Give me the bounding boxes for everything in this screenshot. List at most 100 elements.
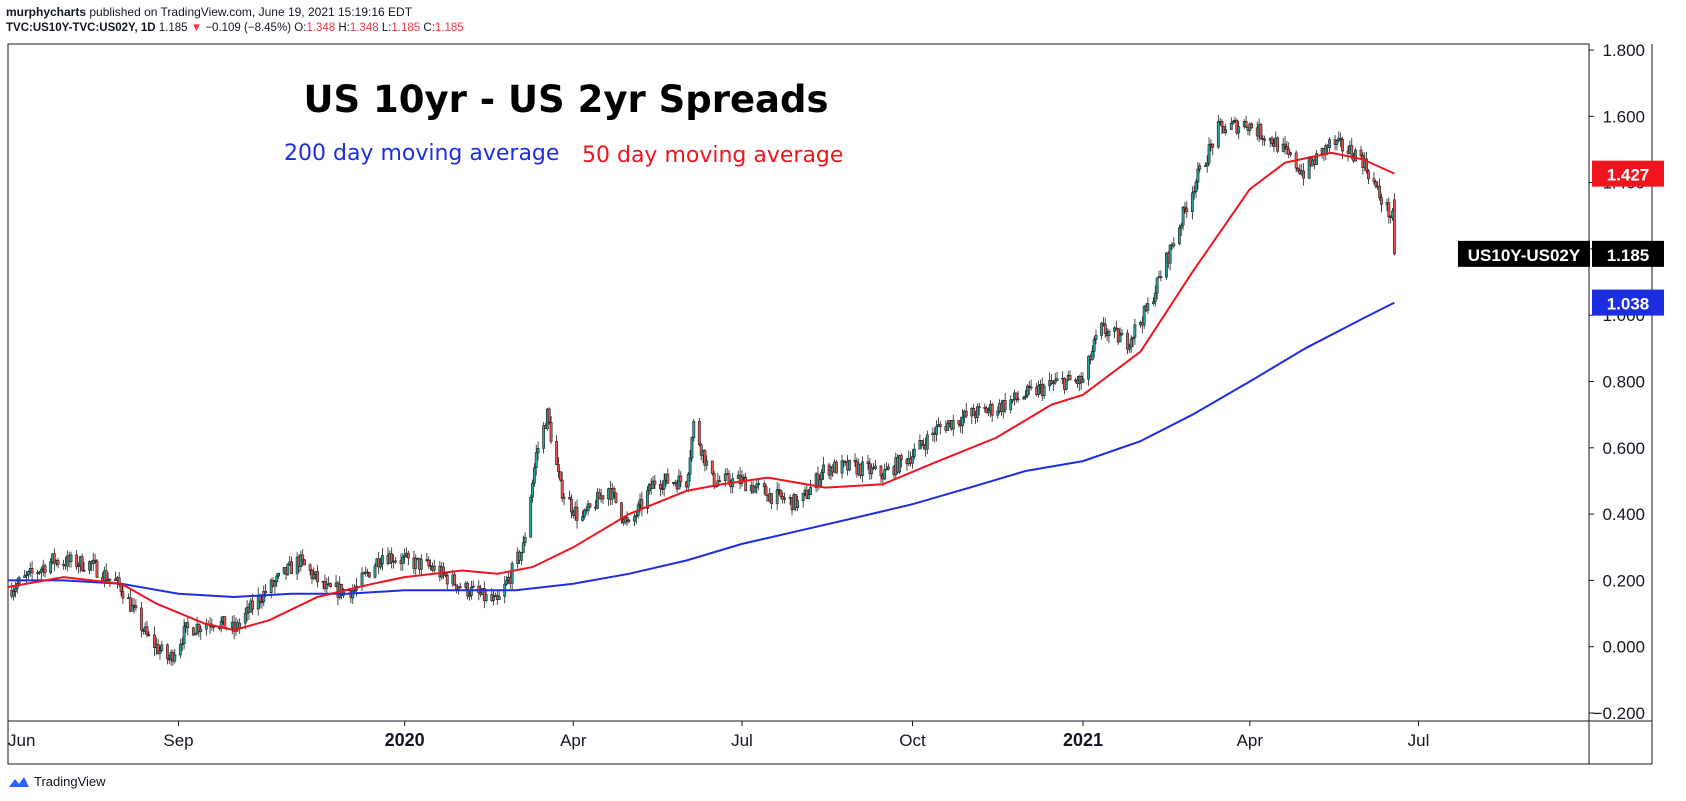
x-tick-label: Oct bbox=[899, 731, 926, 750]
candle-body bbox=[104, 570, 108, 581]
candle-body bbox=[432, 565, 436, 571]
candle-body bbox=[601, 495, 605, 500]
candle-body bbox=[329, 583, 332, 588]
candle-body bbox=[368, 572, 371, 578]
candle-body bbox=[182, 626, 186, 645]
candle-body bbox=[1259, 124, 1263, 139]
candle-body bbox=[848, 459, 851, 471]
candle-body bbox=[796, 500, 799, 508]
candle-body bbox=[49, 561, 53, 574]
candle-body bbox=[957, 420, 961, 425]
candle-body bbox=[353, 589, 356, 592]
candle-body bbox=[468, 595, 471, 597]
candle-body bbox=[1165, 252, 1168, 278]
candle-body bbox=[581, 516, 584, 521]
candle-body bbox=[1365, 158, 1368, 172]
candle-body bbox=[75, 554, 78, 568]
candle-body bbox=[753, 486, 757, 493]
candle-body bbox=[377, 558, 381, 568]
candle-body bbox=[219, 621, 223, 629]
tradingview-footer[interactable]: TradingView bbox=[8, 774, 106, 789]
candle-body bbox=[1207, 144, 1211, 164]
candle-body bbox=[775, 489, 779, 504]
candle-body bbox=[762, 483, 766, 488]
candle-body bbox=[692, 420, 696, 439]
candle-body bbox=[534, 452, 538, 468]
price-label-value: 1.185 bbox=[1607, 246, 1650, 265]
candle-body bbox=[1328, 139, 1331, 149]
candle-body bbox=[520, 552, 523, 561]
candle-body bbox=[1172, 243, 1176, 247]
candle-body bbox=[885, 468, 888, 471]
candle-body bbox=[996, 410, 1000, 416]
time-axis[interactable]: Jun Sep 2020 Apr Jul Oct 2021 Apr Jul bbox=[7, 721, 1430, 750]
candle-body bbox=[1372, 178, 1376, 183]
candle-body bbox=[316, 571, 319, 583]
open-label: O: bbox=[294, 22, 307, 34]
candle-body bbox=[770, 493, 774, 504]
candle-body bbox=[25, 574, 28, 577]
candle-body bbox=[69, 554, 73, 563]
legend-ma200: 200 day moving average bbox=[284, 141, 559, 166]
candle-body bbox=[299, 554, 303, 567]
candle-body bbox=[275, 575, 279, 582]
author-name[interactable]: murphycharts bbox=[6, 5, 87, 19]
last-price: 1.185 bbox=[158, 22, 188, 34]
candle-body bbox=[975, 406, 979, 418]
candle-body bbox=[56, 560, 60, 565]
candle-body bbox=[964, 410, 968, 417]
candle-body bbox=[677, 475, 681, 490]
candle-body bbox=[1022, 397, 1026, 400]
y-tick-label: 0.600 bbox=[1602, 439, 1645, 458]
x-tick-label: Jul bbox=[1408, 731, 1430, 750]
plot-area[interactable] bbox=[7, 43, 1590, 765]
candle-body bbox=[43, 565, 47, 574]
candle-body bbox=[1055, 378, 1059, 381]
candle-body bbox=[1016, 398, 1020, 401]
candle-body bbox=[1024, 395, 1027, 398]
x-tick-label: Jun bbox=[8, 731, 35, 750]
candle-body bbox=[510, 563, 514, 584]
candle-body bbox=[180, 643, 184, 646]
candle-body bbox=[801, 492, 805, 501]
candle-body bbox=[883, 469, 887, 480]
candle-body bbox=[653, 480, 657, 485]
candle-body bbox=[946, 423, 950, 431]
price-label-box bbox=[1592, 240, 1664, 267]
candle-body bbox=[951, 420, 955, 430]
candle-body bbox=[199, 628, 203, 632]
candle-body bbox=[1250, 123, 1254, 129]
candle-body bbox=[1276, 137, 1280, 152]
candle-body bbox=[1339, 137, 1343, 140]
tradingview-brand: TradingView bbox=[34, 774, 106, 789]
candle-body bbox=[1237, 126, 1241, 134]
candle-body bbox=[1101, 322, 1105, 325]
candle-body bbox=[727, 473, 731, 484]
x-tick-label: Jul bbox=[731, 731, 753, 750]
price-axis[interactable]: 1.8001.6001.4001.2001.0000.8000.6000.400… bbox=[1589, 41, 1645, 723]
candle-body bbox=[380, 555, 384, 565]
candle-body bbox=[145, 626, 149, 636]
candle-body bbox=[633, 516, 636, 522]
moving-average-lines bbox=[7, 151, 1395, 632]
candle-body bbox=[23, 575, 27, 578]
candle-body bbox=[662, 479, 666, 490]
candle-body bbox=[1113, 327, 1116, 332]
candle-body bbox=[1092, 339, 1096, 352]
candle-body bbox=[690, 437, 694, 459]
candle-body bbox=[325, 583, 329, 589]
candle-body bbox=[1183, 206, 1187, 210]
candle-body bbox=[659, 484, 662, 489]
candle-body bbox=[193, 633, 197, 636]
candle-body bbox=[853, 459, 857, 463]
candle-body bbox=[764, 486, 768, 496]
symbol-label-box bbox=[1458, 240, 1590, 267]
candle-body bbox=[820, 472, 824, 480]
candle-body bbox=[238, 622, 242, 629]
x-tick-label: 2021 bbox=[1063, 730, 1103, 750]
candle-body bbox=[588, 503, 592, 508]
candle-body bbox=[651, 480, 655, 489]
candle-body bbox=[595, 492, 599, 509]
candle-body bbox=[1014, 392, 1018, 400]
